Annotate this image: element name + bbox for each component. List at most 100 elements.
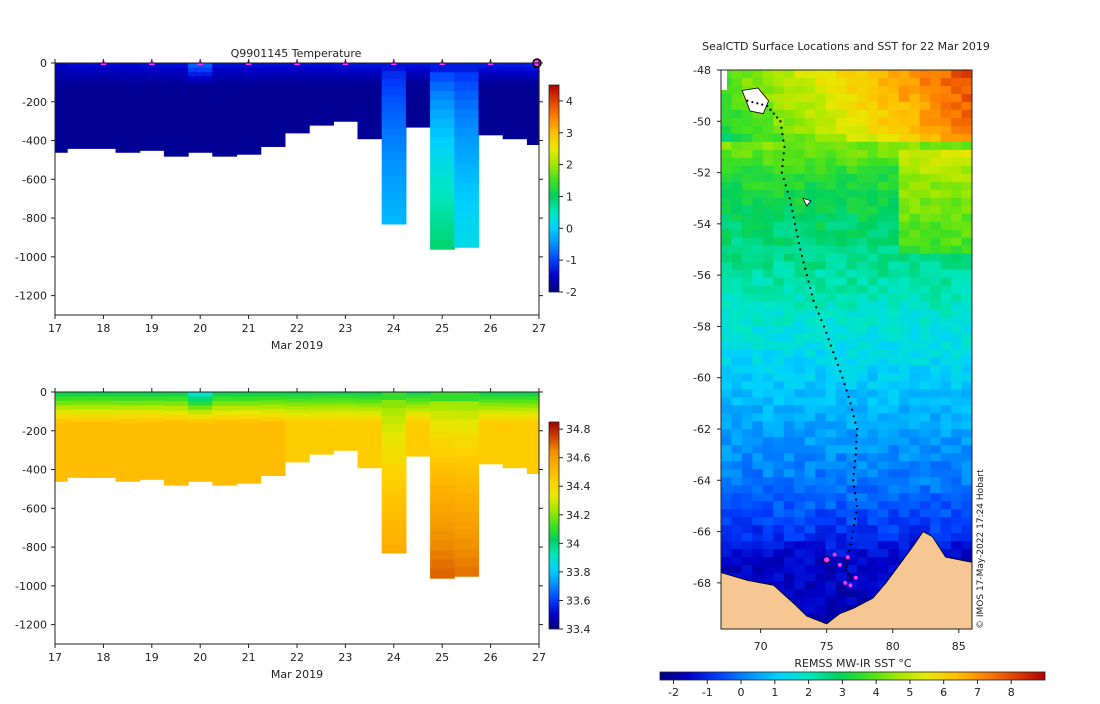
profile-cell — [478, 66, 504, 71]
profile-cell — [502, 422, 528, 427]
sst-cell — [794, 301, 806, 311]
sst-cell — [856, 333, 869, 343]
profile-cell — [91, 67, 117, 73]
sst-cell — [909, 413, 921, 422]
sst-cell — [951, 389, 963, 399]
profile-cell — [357, 81, 383, 87]
sst-cell — [721, 245, 733, 255]
sst-cell — [836, 453, 848, 462]
sst-cell — [794, 189, 806, 199]
sst-row — [721, 421, 972, 430]
sst-cell — [867, 565, 879, 574]
track-point — [817, 312, 820, 315]
track-point — [810, 293, 813, 296]
profile-cell — [212, 401, 238, 407]
sst-cell — [898, 317, 910, 327]
sst-cell — [794, 125, 806, 135]
profile-column — [430, 63, 455, 250]
sst-cell — [877, 445, 889, 454]
sst-cell — [794, 85, 806, 95]
sst-cell — [867, 253, 879, 263]
sst-cell — [731, 477, 743, 486]
sst-cell — [773, 117, 785, 127]
sst-cell — [783, 277, 795, 287]
sst-cell — [794, 317, 806, 327]
sst-cell — [773, 277, 785, 287]
profile-cell — [309, 90, 334, 95]
sst-cell — [888, 157, 900, 167]
x-tick-label: 23 — [338, 322, 352, 335]
sst-cell — [762, 421, 774, 430]
sst-cell — [909, 165, 921, 175]
sst-cell — [741, 501, 753, 510]
profile-cell — [454, 401, 480, 412]
sst-cell — [773, 565, 785, 574]
lat-tick-label: -54 — [693, 218, 711, 231]
x-tick-label: 21 — [242, 322, 256, 335]
sst-cell — [919, 357, 931, 367]
profile-cell — [309, 401, 334, 406]
profile-cell — [260, 63, 286, 68]
sst-cell — [783, 109, 795, 119]
profile-cell — [478, 113, 504, 118]
sst-cell — [930, 461, 942, 470]
sst-cell — [741, 485, 753, 494]
sst-cell — [836, 93, 848, 103]
profile-cell — [55, 427, 68, 433]
sst-cell — [762, 149, 774, 159]
profile-cell — [381, 472, 407, 482]
profile-cell — [188, 63, 213, 69]
sst-cell — [752, 333, 764, 343]
sst-cell — [940, 109, 952, 119]
profile-cell — [91, 413, 117, 419]
profile-cell — [381, 151, 407, 161]
profile-cell — [139, 128, 165, 134]
profile-cell — [284, 69, 310, 75]
sst-cell — [940, 397, 952, 406]
profile-cell — [357, 97, 383, 102]
sst-cell — [930, 301, 942, 311]
profile-cell — [333, 392, 359, 396]
profile-cell — [212, 419, 238, 426]
profile-cell — [236, 396, 262, 402]
sst-cell — [909, 525, 921, 534]
sst-cell — [919, 373, 931, 383]
sst-cell — [877, 285, 889, 295]
sst-cell — [794, 509, 806, 518]
sst-cell — [825, 525, 837, 534]
profile-cell — [478, 402, 504, 407]
profile-cell — [430, 419, 455, 430]
profile-cell — [260, 467, 286, 472]
profile-cell — [502, 97, 528, 102]
x-tick-label: 22 — [290, 651, 304, 664]
sst-cell — [930, 293, 942, 303]
recent-location-point — [837, 562, 842, 567]
sst-cell — [804, 301, 816, 311]
sst-cell — [752, 77, 764, 87]
sst-cell — [951, 421, 963, 430]
sst-cell — [762, 413, 774, 422]
sst-cell — [721, 117, 733, 127]
sst-cell — [804, 405, 816, 414]
sst-cell — [909, 485, 921, 494]
sst-cell — [752, 149, 764, 159]
profile-cell — [67, 92, 92, 98]
profile-cell — [188, 112, 213, 118]
sst-cell — [940, 221, 952, 231]
profile-cell — [405, 82, 431, 86]
profile-cell — [55, 85, 68, 91]
sst-cell — [877, 325, 889, 335]
profile-cell — [236, 432, 262, 439]
sst-cell — [961, 325, 972, 335]
profile-cell — [91, 409, 117, 414]
profile-cell — [163, 137, 189, 143]
sst-row — [721, 253, 972, 263]
profile-cell — [236, 63, 262, 69]
profile-cell — [91, 455, 117, 461]
sst-cell — [721, 189, 733, 199]
sst-cell — [783, 445, 795, 454]
profile-cell — [55, 71, 68, 77]
sst-cell — [773, 269, 785, 279]
profile-cell — [67, 88, 92, 94]
profile-cell — [212, 410, 238, 416]
